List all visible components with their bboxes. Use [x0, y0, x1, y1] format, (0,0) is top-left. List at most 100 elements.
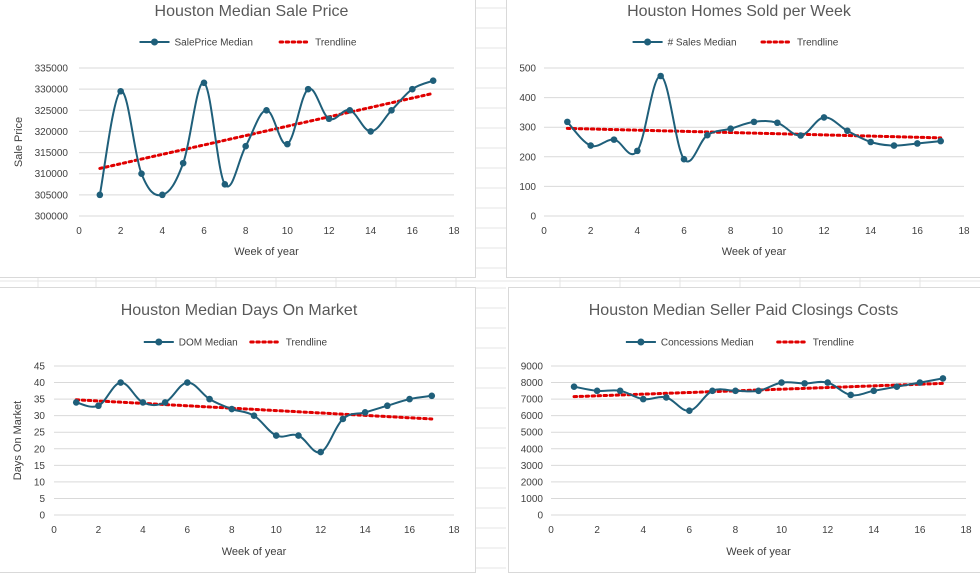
legend-series-label: # Sales Median: [668, 38, 737, 49]
y-tick-label: 315000: [35, 148, 69, 159]
y-tick-label: 5: [39, 494, 45, 505]
y-tick-label: 30: [34, 411, 46, 422]
data-point: [939, 375, 947, 382]
data-point: [117, 87, 124, 95]
y-tick-label: 300: [519, 123, 536, 134]
y-tick-label: 500: [519, 64, 536, 75]
y-tick-label: 15: [34, 461, 46, 472]
chart-title: Houston Homes Sold per Week: [627, 3, 852, 20]
data-point: [570, 383, 578, 390]
data-point: [914, 140, 921, 147]
x-tick-label: 14: [865, 226, 877, 237]
data-point: [797, 132, 804, 139]
data-point: [409, 85, 416, 93]
x-tick-label: 6: [185, 525, 191, 536]
data-point: [96, 191, 104, 199]
y-tick-label: 8000: [521, 378, 544, 389]
x-tick-label: 12: [818, 226, 830, 237]
data-point: [686, 407, 693, 414]
x-tick-label: 2: [594, 525, 600, 536]
y-tick-label: 9000: [521, 362, 544, 373]
x-tick-label: 12: [315, 525, 327, 536]
data-point: [774, 119, 781, 127]
data-point: [870, 387, 878, 395]
data-point: [263, 106, 270, 114]
data-point: [184, 379, 191, 386]
data-point: [587, 142, 594, 149]
x-tick-label: 4: [635, 226, 641, 237]
data-point: [206, 395, 213, 403]
x-tick-label: 4: [160, 226, 166, 237]
x-tick-label: 6: [681, 226, 687, 237]
y-tick-label: 325000: [35, 106, 69, 117]
y-tick-label: 1000: [521, 494, 544, 505]
data-point: [242, 142, 249, 150]
x-tick-label: 8: [229, 525, 235, 536]
data-point: [634, 147, 641, 155]
x-tick-label: 16: [912, 226, 924, 237]
data-point: [750, 118, 758, 126]
chart-sale-price[interactable]: Houston Median Sale Price SalePrice Media…: [0, 0, 476, 278]
data-point: [295, 432, 302, 439]
x-tick-label: 6: [201, 226, 207, 237]
legend-trendline-label: Trendline: [797, 38, 839, 49]
data-point: [179, 159, 187, 167]
y-tick-label: 3000: [521, 461, 544, 472]
legend-series-marker: [155, 338, 163, 346]
x-tick-label: 4: [640, 525, 646, 536]
data-point: [284, 140, 291, 148]
data-point: [844, 127, 851, 135]
y-tick-label: 4000: [521, 444, 544, 455]
data-point: [161, 399, 169, 406]
data-point: [755, 387, 762, 395]
data-point: [72, 399, 80, 406]
x-tick-label: 10: [776, 525, 788, 536]
series-line: [573, 377, 944, 412]
data-point: [564, 118, 571, 126]
x-tick-label: 4: [140, 525, 146, 536]
chart-homes-sold[interactable]: Houston Homes Sold per Week # Sales Media…: [506, 0, 980, 278]
chart-title: Houston Median Seller Paid Closings Cost…: [589, 302, 898, 319]
data-point: [200, 79, 208, 87]
data-point: [867, 138, 874, 146]
data-point: [847, 391, 855, 399]
data-point: [406, 395, 413, 403]
data-point: [388, 106, 395, 114]
chart-closing-costs[interactable]: Houston Median Seller Paid Closings Cost…: [508, 287, 980, 573]
y-tick-label: 2000: [521, 477, 544, 488]
x-axis-label: Week of year: [222, 546, 287, 558]
legend-series-marker: [644, 38, 652, 46]
x-tick-label: 6: [687, 525, 693, 536]
y-tick-label: 310000: [35, 169, 69, 180]
x-tick-label: 12: [822, 525, 834, 536]
data-point: [346, 106, 354, 114]
chart-title: Houston Median Days On Market: [121, 302, 358, 319]
y-tick-label: 400: [519, 93, 536, 104]
y-tick-label: 10: [34, 477, 46, 488]
x-tick-label: 0: [51, 525, 57, 536]
data-point: [250, 412, 258, 419]
legend-series-label: SalePrice Median: [175, 38, 253, 49]
data-point: [709, 387, 716, 395]
data-point: [890, 142, 898, 149]
data-point: [893, 383, 901, 390]
data-point: [593, 387, 601, 395]
x-axis-label: Week of year: [234, 246, 299, 258]
data-point: [325, 115, 333, 123]
data-point: [138, 170, 145, 178]
chart-days-on-market[interactable]: Houston Median Days On Market DOM Median T…: [0, 287, 476, 573]
x-tick-label: 0: [541, 226, 547, 237]
trendline: [74, 398, 434, 421]
x-tick-label: 0: [76, 226, 82, 237]
data-point: [139, 399, 147, 406]
y-tick-label: 25: [34, 428, 46, 439]
x-tick-label: 8: [728, 226, 734, 237]
data-point: [221, 180, 229, 188]
data-point: [639, 395, 647, 403]
y-tick-label: 330000: [35, 85, 69, 96]
data-point: [159, 191, 166, 199]
data-point: [820, 114, 828, 121]
y-tick-label: 0: [530, 212, 536, 223]
y-tick-label: 35: [34, 395, 46, 406]
